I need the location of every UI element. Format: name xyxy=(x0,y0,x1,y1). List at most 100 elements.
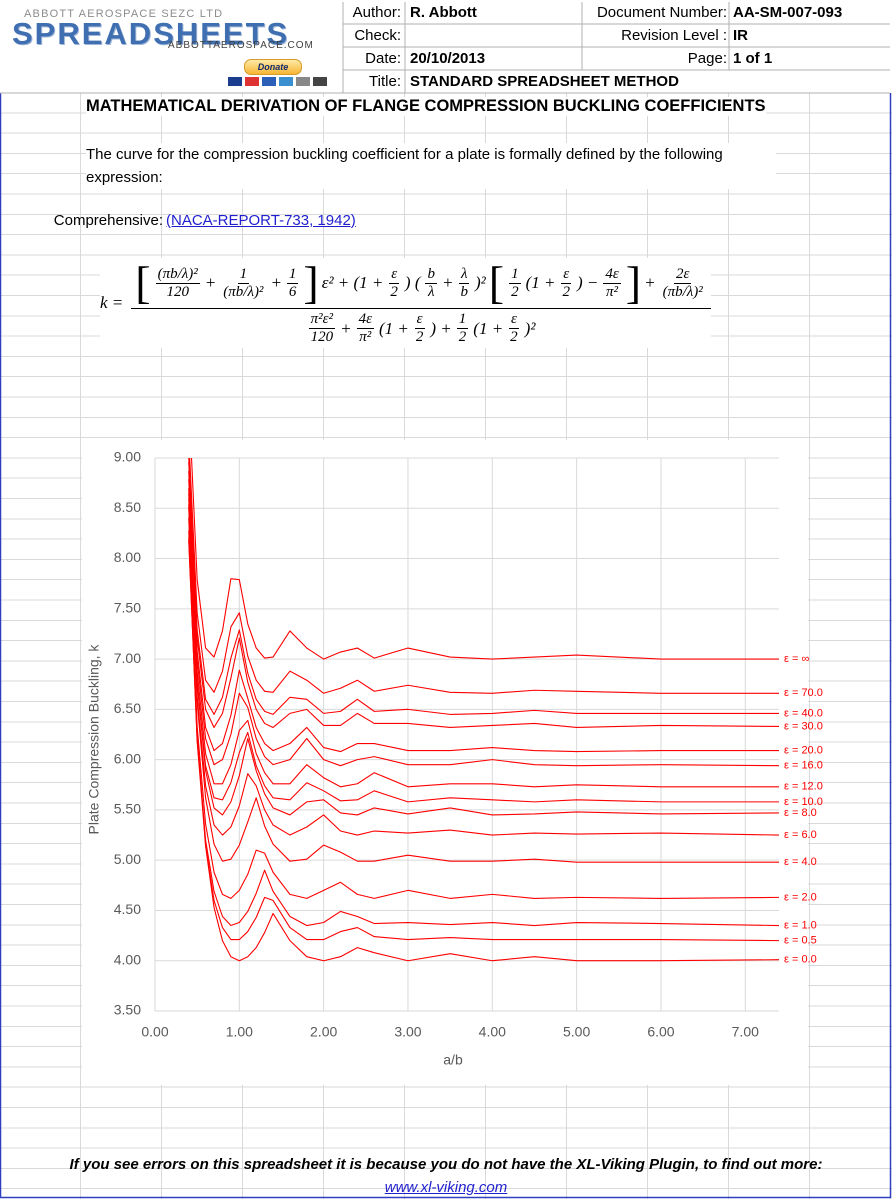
fraction-numerator: 4ε xyxy=(603,265,621,284)
series-label: ε = ∞ xyxy=(784,653,809,665)
fraction-numerator: (πb/λ)² xyxy=(155,265,200,284)
equation-term: ) − xyxy=(576,273,599,292)
rev: IR xyxy=(733,27,748,44)
equation-term: )² xyxy=(474,273,486,292)
fraction-numerator: ε xyxy=(414,311,425,329)
reference-label: Comprehensive: xyxy=(53,212,163,229)
series-label: ε = 2.0 xyxy=(784,891,817,903)
fraction-numerator: b xyxy=(425,265,437,284)
x-tick-label: 3.00 xyxy=(394,1024,421,1040)
x-axis-label: a/b xyxy=(443,1052,463,1068)
equation-term: ε² + (1 + xyxy=(321,273,384,292)
fraction-numerator: 1 xyxy=(286,265,299,284)
intro-text: The curve for the compression buckling c… xyxy=(86,143,776,189)
y-axis-label: Plate Compression Buckling, k xyxy=(86,644,102,835)
equation-numerator: [(πb/λ)² 120 +1 (πb/λ)² +1 6] ε² + (1 + ε 2) (b λ… xyxy=(131,257,711,309)
fraction-denominator: 2 xyxy=(511,283,519,300)
series-line xyxy=(188,504,779,863)
donate-button[interactable]: Donate xyxy=(244,59,302,75)
fraction: π²ε² 120 xyxy=(308,311,336,346)
y-tick-label: 4.00 xyxy=(114,951,141,967)
series-label: ε = 0.0 xyxy=(784,954,817,966)
fraction-numerator: 1 xyxy=(237,265,250,284)
doc-title: STANDARD SPREADSHEET METHOD xyxy=(410,73,679,90)
series-label: ε = 6.0 xyxy=(784,829,817,841)
date: 20/10/2013 xyxy=(410,50,486,67)
main-fraction: [(πb/λ)² 120 +1 (πb/λ)² +1 6] ε² + (1 + ε 2) (b λ… xyxy=(131,257,711,348)
docnum: AA-SM-007-093 xyxy=(733,4,843,21)
footer-link-wrap: www.xl-viking.com xyxy=(0,1179,892,1196)
series-label: ε = 0.5 xyxy=(784,935,817,947)
author-label: Author: xyxy=(352,4,401,21)
y-tick-label: 9.00 xyxy=(114,449,141,465)
rev-label: Revision Level : xyxy=(621,27,727,44)
series-line xyxy=(188,517,779,962)
series-line xyxy=(190,458,779,660)
series-label: ε = 8.0 xyxy=(784,807,817,819)
equation-term: + xyxy=(340,318,352,338)
reference-link[interactable]: (NACA-REPORT-733, 1942) xyxy=(166,212,356,229)
bracket: [ xyxy=(135,257,151,308)
series-label: ε = 4.0 xyxy=(784,856,817,868)
fraction-denominator: 2 xyxy=(390,283,398,300)
y-tick-label: 5.50 xyxy=(114,801,141,817)
series-label: ε = 12.0 xyxy=(784,781,823,793)
x-tick-label: 1.00 xyxy=(226,1024,253,1040)
y-tick-label: 7.50 xyxy=(114,600,141,616)
fraction-numerator: 1 xyxy=(509,265,521,284)
footer-link[interactable]: www.xl-viking.com xyxy=(384,1179,508,1196)
page-number: 1 of 1 xyxy=(733,50,773,67)
series-line xyxy=(188,479,779,767)
bracket: ] xyxy=(303,257,319,308)
fraction-denominator: 2 xyxy=(415,329,424,345)
page-label: Page: xyxy=(687,50,727,67)
series-line xyxy=(188,498,779,803)
y-tick-label: 6.00 xyxy=(114,750,141,766)
fraction-denominator: π² xyxy=(606,283,619,300)
fraction-denominator: 6 xyxy=(288,283,297,300)
x-tick-label: 0.00 xyxy=(141,1024,168,1040)
fraction: 1 (πb/λ)² xyxy=(221,266,265,301)
y-tick-label: 3.50 xyxy=(114,1002,141,1018)
fraction-numerator: π²ε² xyxy=(308,311,336,329)
equation-term: ) ( xyxy=(404,273,421,292)
series-line xyxy=(188,540,779,927)
fraction-denominator: λ xyxy=(427,283,435,300)
date-label: Date: xyxy=(365,50,401,67)
footer-note: If you see errors on this spreadsheet it… xyxy=(69,1156,823,1173)
series-line xyxy=(188,461,779,729)
series-label: ε = 30.0 xyxy=(784,720,823,732)
fraction-numerator: ε xyxy=(508,311,519,329)
equation-term: + xyxy=(644,273,656,292)
equation-term: (1 + xyxy=(473,318,504,338)
check-label: Check: xyxy=(354,27,401,44)
y-tick-label: 5.00 xyxy=(114,851,141,867)
equation-denominator: π²ε² 120 +4ε π² (1 + ε 2) +1 2 (1 + ε 2)² xyxy=(303,309,540,348)
fraction-denominator: (πb/λ)² xyxy=(662,283,703,300)
fraction: 4ε π² xyxy=(356,311,374,346)
fraction-numerator: 4ε xyxy=(356,311,374,329)
bracket: [ xyxy=(488,257,505,308)
fraction-numerator: λ xyxy=(458,265,470,284)
fraction: 2ε (πb/λ)² xyxy=(661,266,705,301)
y-tick-label: 7.00 xyxy=(114,650,141,666)
series-label: ε = 40.0 xyxy=(784,707,823,719)
logo-sub: ABBOTTAEROSPACE.COM xyxy=(168,40,314,51)
fraction-denominator: b xyxy=(460,283,468,300)
series-line xyxy=(189,458,779,694)
series-line xyxy=(188,471,779,753)
series-label: ε = 10.0 xyxy=(784,796,823,808)
y-tick-label: 8.00 xyxy=(114,549,141,565)
series-label: ε = 70.0 xyxy=(784,687,823,699)
y-tick-label: 8.50 xyxy=(114,499,141,515)
series-line xyxy=(188,493,779,816)
equation-term: + xyxy=(204,273,217,292)
